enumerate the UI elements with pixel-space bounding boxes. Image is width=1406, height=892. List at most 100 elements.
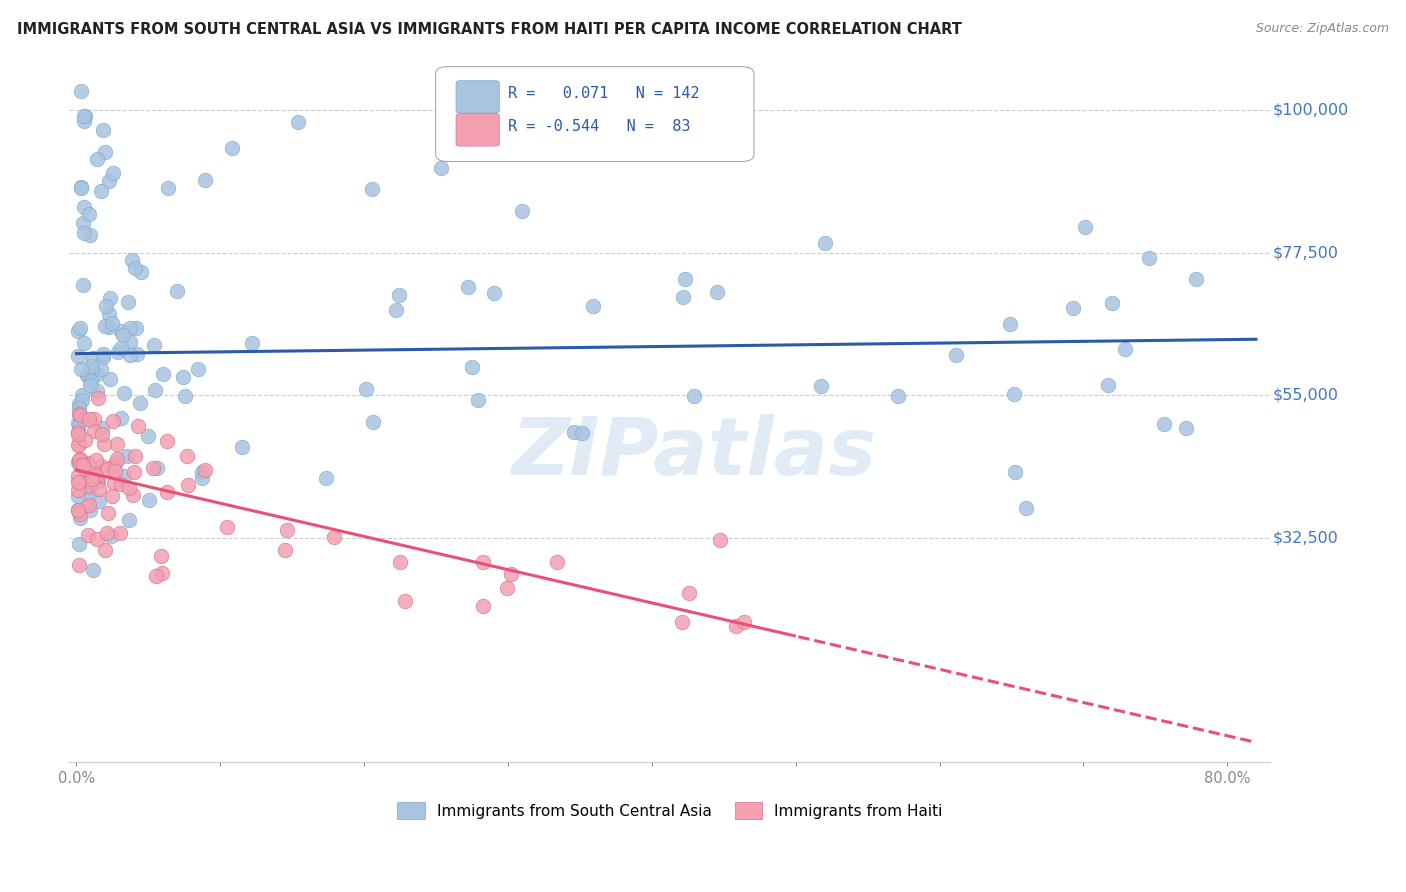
Point: [138, 492, 160, 507]
Point: [354, 383, 377, 397]
Point: [66, 483, 89, 497]
Text: R = -0.544   N =  83: R = -0.544 N = 83: [508, 120, 690, 135]
Point: [89, 494, 111, 508]
Point: [177, 478, 200, 492]
Point: [384, 302, 406, 317]
Point: [287, 115, 309, 129]
Point: [67, 397, 90, 411]
Point: [91, 427, 114, 442]
Point: [72, 458, 94, 472]
Point: [191, 466, 214, 480]
Point: [1153, 417, 1175, 432]
Point: [191, 471, 214, 485]
Point: [145, 569, 167, 583]
Point: [70, 179, 93, 194]
Point: [87, 475, 110, 489]
Point: [122, 465, 145, 479]
Point: [91, 351, 114, 365]
Point: [394, 594, 416, 608]
Point: [810, 379, 832, 393]
Point: [142, 461, 165, 475]
Point: [274, 542, 297, 557]
Point: [173, 388, 195, 402]
Point: [83, 472, 105, 486]
Point: [110, 325, 132, 339]
Point: [76, 466, 98, 480]
Point: [91, 347, 114, 361]
Point: [724, 619, 747, 633]
Point: [67, 537, 90, 551]
Point: [67, 505, 90, 519]
Point: [194, 173, 217, 187]
Point: [89, 483, 111, 497]
Point: [66, 438, 89, 452]
Point: [215, 520, 238, 534]
Text: $55,000: $55,000: [1272, 388, 1339, 402]
Point: [998, 317, 1021, 331]
Point: [93, 437, 115, 451]
Point: [67, 558, 90, 572]
Point: [75, 433, 97, 447]
Point: [82, 461, 104, 475]
Point: [107, 345, 129, 359]
Point: [80, 463, 103, 477]
Point: [82, 563, 104, 577]
Point: [66, 503, 89, 517]
Point: [67, 416, 90, 430]
Point: [457, 280, 479, 294]
Point: [108, 526, 131, 541]
Point: [157, 181, 180, 195]
Point: [118, 482, 141, 496]
Point: [67, 468, 90, 483]
Point: [120, 320, 142, 334]
Point: [86, 532, 108, 546]
Point: [91, 123, 114, 137]
Point: [467, 393, 489, 408]
Point: [66, 324, 89, 338]
Point: [98, 307, 121, 321]
Point: [118, 349, 141, 363]
Point: [112, 469, 135, 483]
Point: [77, 527, 100, 541]
Point: [176, 449, 198, 463]
Point: [79, 481, 101, 495]
Point: [105, 436, 128, 450]
Point: [472, 555, 495, 569]
Text: R =   0.071   N = 142: R = 0.071 N = 142: [508, 87, 699, 102]
Point: [495, 581, 517, 595]
Point: [127, 419, 149, 434]
FancyBboxPatch shape: [456, 113, 499, 146]
Text: Source: ZipAtlas.com: Source: ZipAtlas.com: [1256, 22, 1389, 36]
Point: [100, 529, 122, 543]
Point: [67, 417, 90, 432]
Point: [69, 452, 91, 467]
Point: [82, 472, 104, 486]
Legend: Immigrants from South Central Asia, Immigrants from Haiti: Immigrants from South Central Asia, Immi…: [391, 797, 949, 825]
Point: [118, 334, 141, 349]
Point: [70, 388, 93, 402]
Point: [124, 261, 146, 276]
Point: [77, 499, 100, 513]
Point: [86, 384, 108, 398]
Point: [129, 396, 152, 410]
Point: [1002, 387, 1025, 401]
Point: [1185, 272, 1208, 286]
Point: [122, 488, 145, 502]
Point: [136, 428, 159, 442]
Point: [86, 367, 108, 381]
Text: ZIPatlas: ZIPatlas: [512, 414, 876, 492]
Point: [98, 174, 121, 188]
Point: [104, 464, 127, 478]
Point: [93, 318, 115, 333]
Point: [571, 425, 593, 440]
Point: [733, 615, 755, 630]
Point: [76, 456, 98, 470]
Point: [673, 272, 696, 286]
Point: [69, 84, 91, 98]
Point: [83, 412, 105, 426]
Point: [112, 327, 135, 342]
Point: [172, 370, 194, 384]
Point: [98, 291, 121, 305]
Point: [242, 336, 264, 351]
Point: [67, 454, 90, 468]
